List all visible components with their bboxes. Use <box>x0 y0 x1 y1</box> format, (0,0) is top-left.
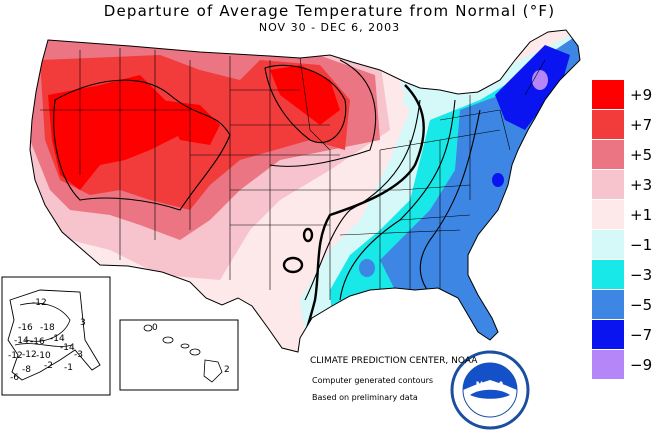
map-title: Departure of Average Temperature from No… <box>103 2 556 20</box>
alaska-contour-b <box>14 343 73 347</box>
alaska-inset: -12 -16 -18 -14 -14 -16 -14 -12 -12 -10 … <box>1 276 111 396</box>
legend-swatch <box>592 230 624 259</box>
noaa-logo-bird <box>470 389 510 399</box>
ak-label-12: -6 <box>10 373 19 383</box>
legend-swatch <box>592 140 624 169</box>
ak-label-11: -8 <box>22 365 31 375</box>
hawaii-island-kauai <box>143 324 153 332</box>
legend-item: −1 <box>592 230 659 260</box>
legend-item: −9 <box>592 350 659 380</box>
hawaii-island-maui <box>189 348 201 356</box>
zone-plus9-west <box>48 75 180 190</box>
credit-organization: CLIMATE PREDICTION CENTER, NOAA <box>310 356 478 366</box>
legend-item: +3 <box>592 170 659 200</box>
ak-label-7: -14 <box>60 343 75 353</box>
zone-minus7-virginia <box>492 173 504 187</box>
ak-label-16: -1 <box>64 363 73 373</box>
map-subtitle: NOV 30 - DEC 6, 2003 <box>258 21 401 34</box>
hi-label-2: 2 <box>224 365 230 375</box>
zero-contour <box>282 84 425 351</box>
ak-label-9: -12 <box>8 351 23 361</box>
zone-minus9-vermont <box>532 70 548 90</box>
legend-item: −5 <box>592 290 659 320</box>
ak-label-2: -16 <box>18 323 33 333</box>
alaska-contour-a <box>19 302 71 342</box>
legend-label: −9 <box>630 356 653 374</box>
ak-label-3: -18 <box>40 323 55 333</box>
ak-label-15: 3 <box>80 318 86 328</box>
legend-swatch <box>592 80 624 109</box>
noaa-logo-text: NOAA <box>476 381 505 391</box>
zone-minus1-michigan <box>403 90 427 110</box>
conus-outline <box>29 29 581 353</box>
zone-minus7-carolina <box>477 230 493 246</box>
legend-label: +7 <box>630 116 653 134</box>
legend-label: +3 <box>630 176 653 194</box>
hawaii-frame <box>119 319 239 391</box>
zone-minus5-mississippi <box>359 259 375 277</box>
legend-item: −7 <box>592 320 659 350</box>
hawaii-island-oahu <box>162 336 174 344</box>
legend-label: −3 <box>630 266 653 284</box>
alaska-landmass <box>7 289 101 381</box>
ak-label-10: -10 <box>36 351 51 361</box>
credit-line-data: Based on preliminary data <box>312 393 418 402</box>
hawaii-island-molokai <box>180 343 190 349</box>
zone-minus7-northeast <box>495 45 570 130</box>
ak-label-14: -3 <box>74 350 83 360</box>
legend-swatch <box>592 260 624 289</box>
legend-item: +9 <box>592 80 659 110</box>
legend-swatch <box>592 290 624 319</box>
hawaii-island-big <box>203 359 223 383</box>
ak-label-5: -14 <box>14 336 29 346</box>
legend-item: +5 <box>592 140 659 170</box>
credit-line-contours: Computer generated contours <box>312 376 434 385</box>
hawaii-inset: 0 2 <box>119 319 239 391</box>
legend-swatch <box>592 350 624 379</box>
legend-label: +9 <box>630 86 653 104</box>
legend-swatch <box>592 110 624 139</box>
ak-label-1: -12 <box>32 298 47 308</box>
ak-label-6: -16 <box>30 337 45 347</box>
legend-label: +5 <box>630 146 653 164</box>
legend-label: −5 <box>630 296 653 314</box>
noaa-logo-sky <box>463 363 517 390</box>
ak-label-4: -14 <box>50 334 65 344</box>
noaa-logo: NOAA <box>450 350 530 430</box>
legend-label: −1 <box>630 236 653 254</box>
ak-label-13: -2 <box>44 361 53 371</box>
legend-label: −7 <box>630 326 653 344</box>
hi-label-1: 0 <box>152 323 158 333</box>
legend-item: −3 <box>592 260 659 290</box>
legend-item: +1 <box>592 200 659 230</box>
legend-swatch <box>592 170 624 199</box>
legend-label: +1 <box>630 206 653 224</box>
legend-item: +7 <box>592 110 659 140</box>
legend-swatch <box>592 320 624 349</box>
state-boundaries <box>40 48 546 300</box>
ak-label-8: -12 <box>22 350 37 360</box>
legend-swatch <box>592 200 624 229</box>
